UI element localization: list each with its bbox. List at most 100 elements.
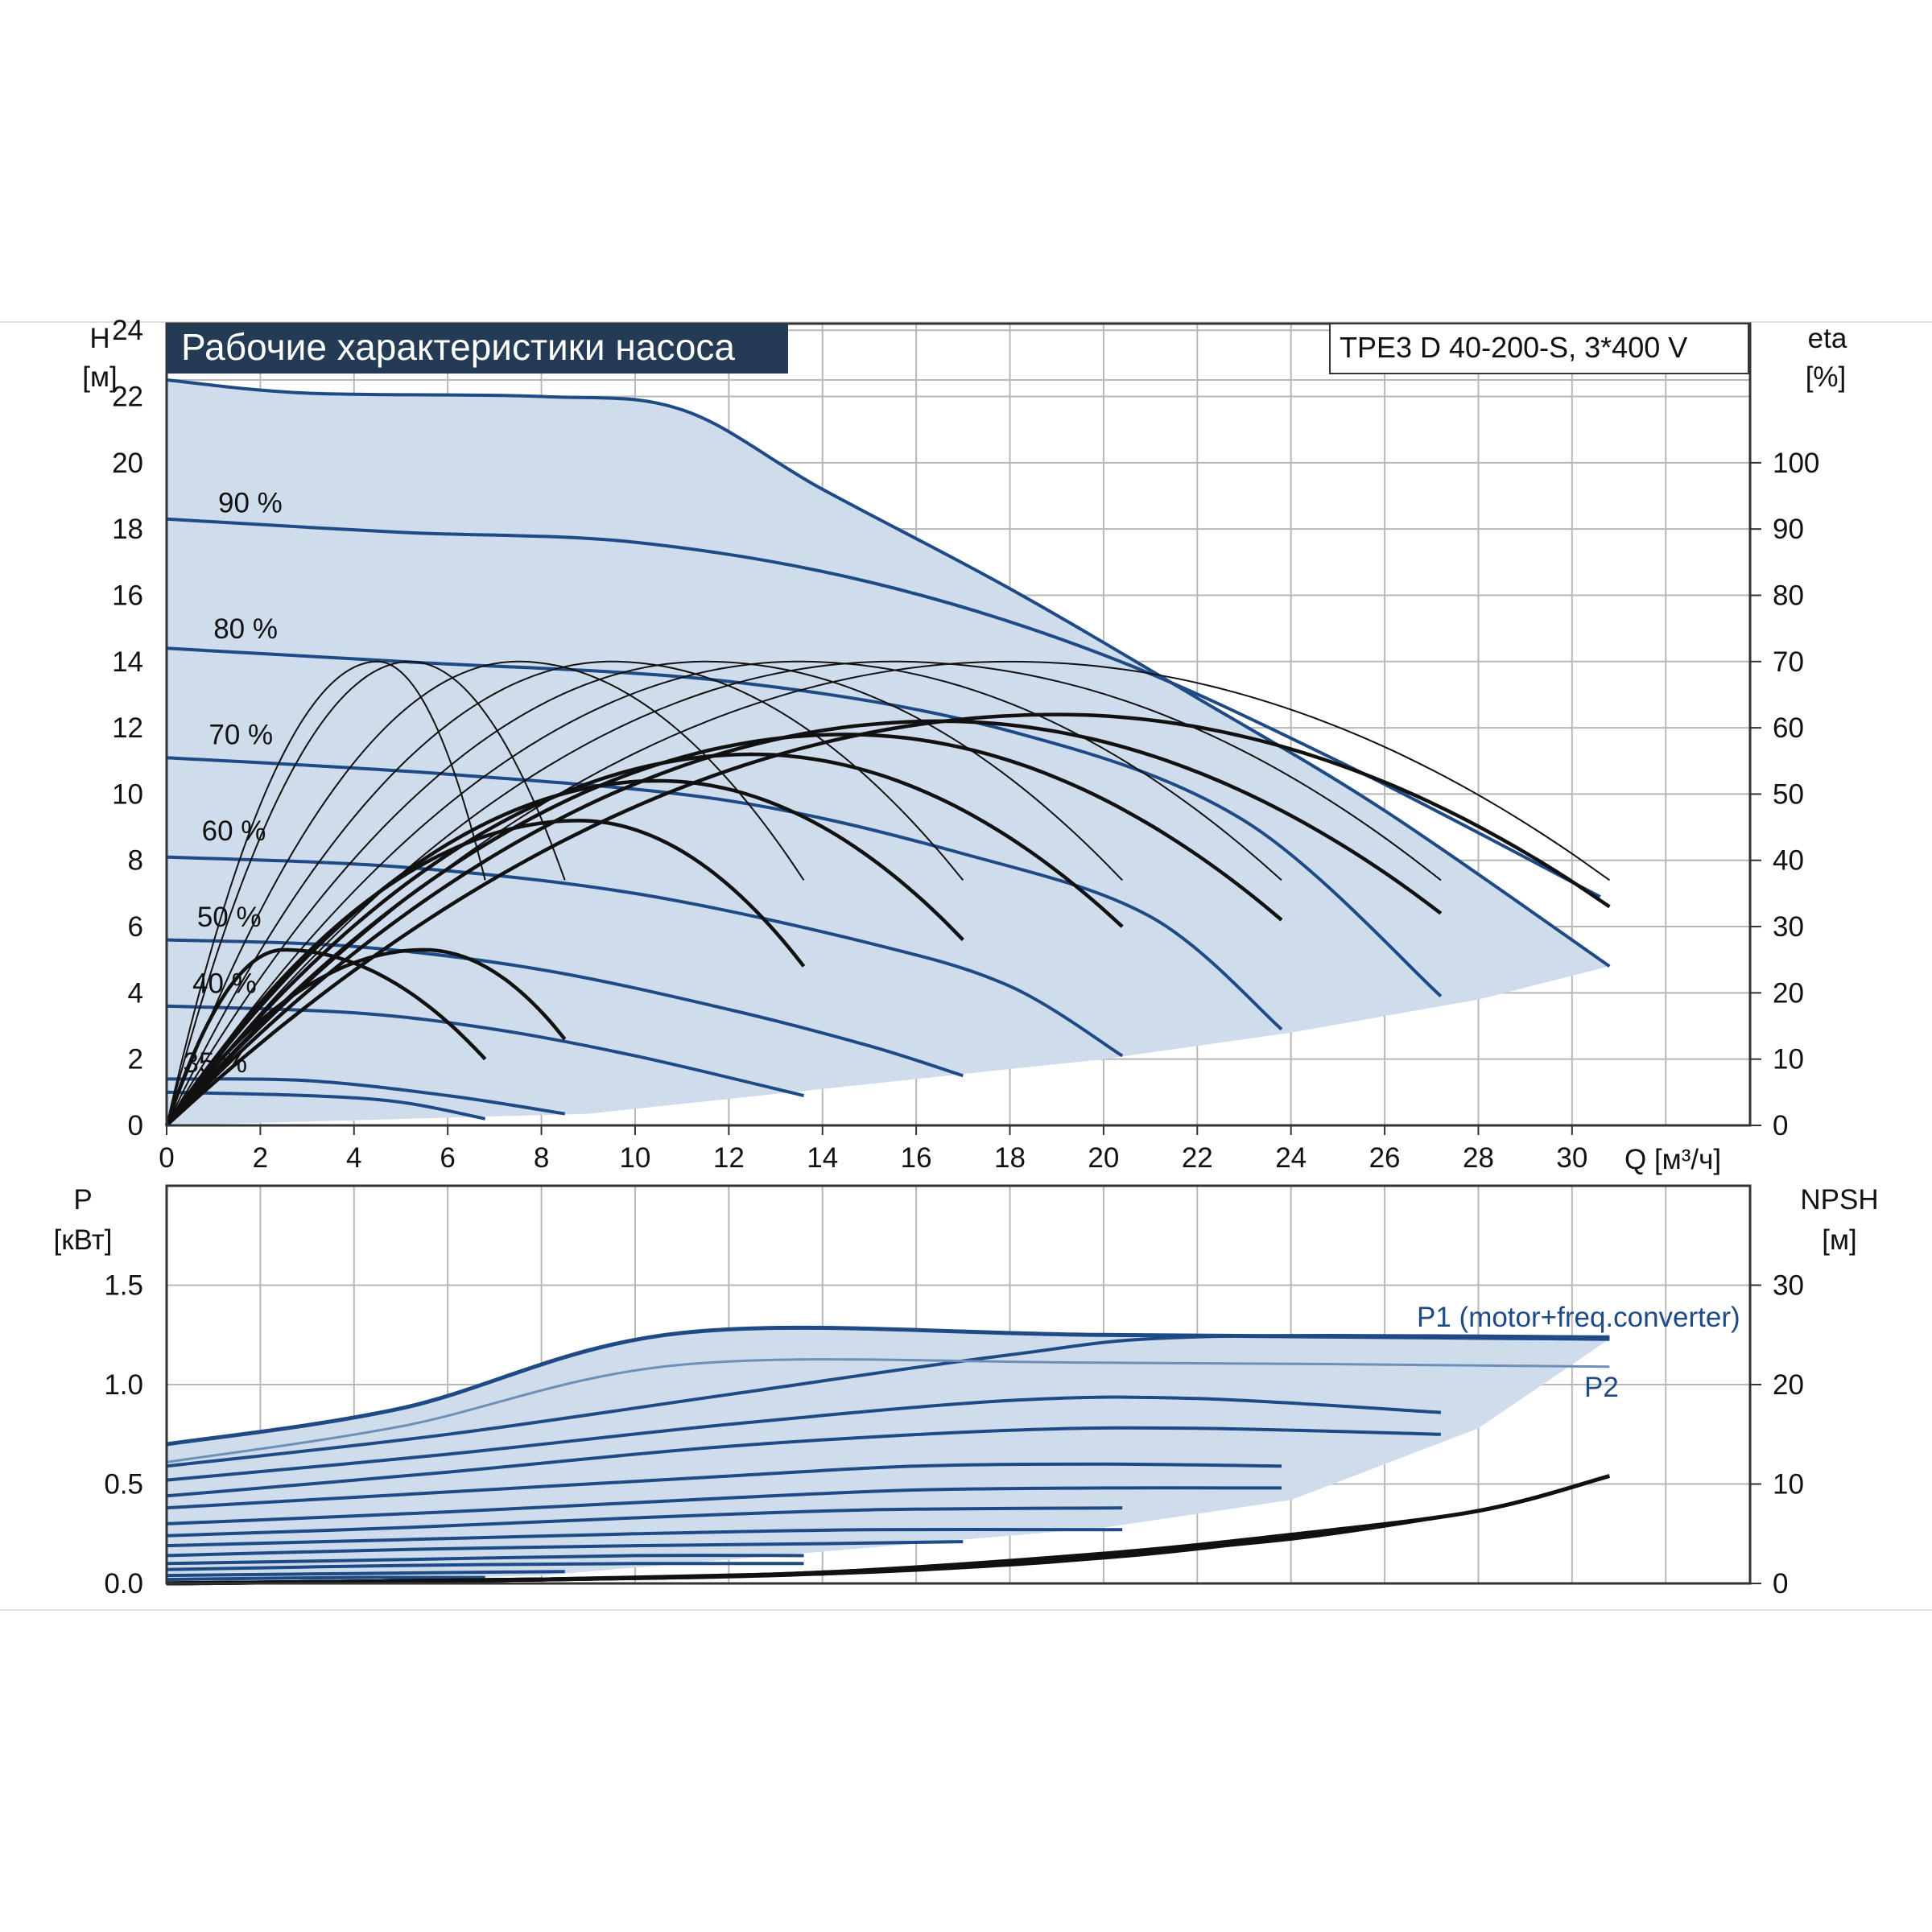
power-speed-curve: [166, 1562, 804, 1571]
npsh-curve: [166, 1474, 1611, 1586]
npsh-y-tick-label: 30: [1773, 1270, 1804, 1302]
power-axis-title: P: [73, 1184, 92, 1216]
head-y-tick-label: 14: [112, 646, 143, 678]
model-box: [1329, 323, 1749, 374]
eta-axis-unit: [%]: [1806, 361, 1847, 393]
flow-x-tick-label: 2: [253, 1142, 268, 1174]
npsh-curves: [166, 1474, 1611, 1586]
head-y-tick-label: 12: [112, 712, 143, 744]
eta-y-tick-label: 70: [1773, 646, 1804, 678]
head-y-tick-label: 18: [112, 514, 143, 545]
eta-y-tick-label: 50: [1773, 778, 1804, 810]
flow-x-tick-label: 12: [713, 1142, 745, 1174]
head-y-tick-label: 24: [112, 315, 143, 346]
eta-y-tick-label: 90: [1773, 514, 1804, 545]
flow-x-tick-label: 0: [159, 1142, 174, 1174]
flow-x-tick-label: 16: [901, 1142, 932, 1174]
chart-title-box: [167, 324, 788, 374]
flow-x-tick-label: 22: [1182, 1142, 1213, 1174]
head-y-tick-label: 16: [112, 580, 143, 611]
speed-curve: [166, 855, 1124, 1058]
npsh-y-tick-label: 0: [1773, 1568, 1788, 1600]
power-y-tick-label: 0.0: [104, 1568, 143, 1600]
power-axis-unit: [кВт]: [54, 1224, 113, 1256]
p2-curve: [166, 1358, 1610, 1463]
efficiency-curve: [166, 660, 1123, 1126]
speed-curve-label: 35 %: [183, 1047, 247, 1079]
flow-x-tick-label: 4: [346, 1142, 361, 1174]
flow-x-tick-label: 14: [807, 1142, 838, 1174]
power-speed-curve: [166, 1486, 1282, 1525]
flow-axis-title: Q [м³/ч]: [1624, 1144, 1721, 1175]
efficiency-curve: [166, 660, 1282, 1126]
head-axis-title: H: [89, 323, 109, 354]
speed-curve-label: 80 %: [213, 613, 278, 645]
p1-series-label: P1 (motor+freq.converter): [1417, 1302, 1740, 1333]
speed-curve: [166, 1077, 566, 1116]
power-speed-curve: [166, 1554, 804, 1566]
eta-y-tick-label: 100: [1773, 448, 1819, 479]
efficiency-curve: [166, 660, 964, 1126]
head-y-tick-label: 4: [128, 977, 143, 1009]
efficiency-curve: [166, 660, 486, 1126]
speed-curve: [166, 1004, 804, 1097]
head-y-tick-label: 10: [112, 778, 143, 810]
eta-y-tick-label: 30: [1773, 911, 1804, 943]
eta-y-ticks: 0 10 20 30 40 50 60 70 80 90 100: [1750, 448, 1819, 1141]
head-chart-panel: 100 %90 %80 %70 %60 %50 %40 %35 % 024681…: [82, 315, 1847, 1175]
flow-x-tick-label: 30: [1556, 1142, 1587, 1174]
speed-curve: [166, 378, 1611, 968]
power-y-ticks: 0.0 0.5 1.0 1.5: [104, 1270, 143, 1600]
npsh-y-tick-label: 20: [1773, 1369, 1804, 1401]
eta-y-tick-label: 20: [1773, 977, 1804, 1009]
power-speed-curve: [166, 1575, 485, 1582]
head-y-tick-label: 6: [128, 911, 143, 943]
eta-y-tick-label: 0: [1773, 1110, 1788, 1141]
efficiency-curve: [166, 660, 566, 1126]
speed-curve-label: 90 %: [218, 488, 283, 519]
head-operating-envelope: [167, 380, 1610, 1125]
efficiency-curve: [166, 660, 805, 1126]
speed-curve-label: 70 %: [208, 720, 273, 751]
efficiency-curve: [165, 712, 1611, 1127]
power-chart-panel: 0.0 0.5 1.0 1.5 0 10 20 30 P [кВт] NPSH [м] P1…: [54, 1184, 1879, 1600]
speed-curve: [166, 756, 1283, 1031]
power-speed-curve: [166, 1426, 1441, 1498]
speed-curve: [166, 1090, 486, 1121]
flow-x-tick-label: 18: [994, 1142, 1026, 1174]
head-y-tick-label: 22: [112, 382, 143, 413]
eta-axis-title: eta: [1808, 323, 1847, 354]
npsh-axis-title: NPSH: [1800, 1184, 1878, 1216]
speed-curve: [166, 517, 1601, 898]
eta-y-tick-label: 60: [1773, 712, 1804, 744]
flow-x-tick-label: 8: [534, 1142, 549, 1174]
flow-x-ticks: 0 2 4 6 8 10 12 14 16 18 20 22 24 26 28 30: [159, 1125, 1587, 1174]
efficiency-curves: [164, 660, 1611, 1127]
power-y-tick-label: 1.0: [104, 1369, 143, 1401]
power-speed-curve: [166, 1395, 1442, 1482]
power-speed-curve: [166, 1462, 1282, 1510]
power-speed-curve: [166, 1527, 1123, 1548]
efficiency-curve: [165, 819, 806, 1127]
p2-series-label: P2: [1584, 1372, 1619, 1403]
model-label: TPE3 D 40-200-S, 3*400 V: [1340, 331, 1687, 364]
power-series: [166, 1325, 1610, 1463]
flow-x-tick-label: 20: [1088, 1142, 1119, 1174]
power-speed-curve: [166, 1570, 565, 1578]
npsh-y-ticks: 0 10 20 30: [1750, 1270, 1804, 1600]
power-operating-envelope: [167, 1327, 1610, 1583]
efficiency-curve: [165, 719, 1443, 1127]
speed-curve-label: 60 %: [202, 815, 266, 847]
flow-x-tick-label: 6: [440, 1142, 455, 1174]
flow-x-tick-label: 26: [1369, 1142, 1401, 1174]
power-y-tick-label: 0.5: [104, 1469, 143, 1501]
eta-y-tick-label: 10: [1773, 1044, 1804, 1075]
head-plot-border: [165, 322, 1752, 1127]
head-y-tick-label: 20: [112, 448, 143, 479]
efficiency-curve: [165, 733, 1283, 1127]
flow-x-tick-label: 28: [1463, 1142, 1494, 1174]
chart-title: Рабочие характеристики насоса: [181, 326, 735, 368]
head-axis-unit: [м]: [82, 361, 118, 393]
head-y-tick-label: 8: [128, 845, 143, 877]
